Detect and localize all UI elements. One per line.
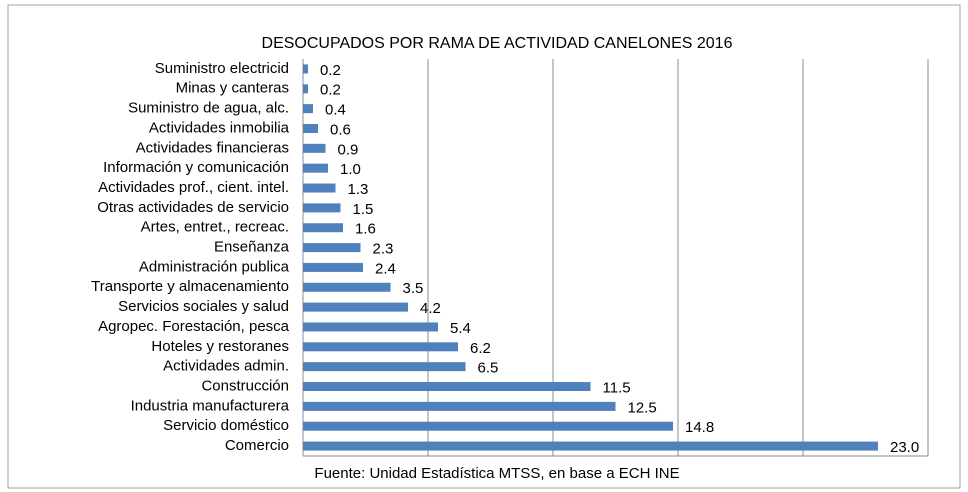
bar	[303, 123, 318, 133]
y-tick-label: Minas y canteras	[176, 80, 289, 97]
data-label: 0.6	[330, 121, 351, 138]
bar	[303, 401, 616, 411]
bar	[303, 441, 878, 451]
bar	[303, 163, 328, 173]
data-label: 1.0	[340, 161, 361, 178]
data-label: 6.5	[478, 360, 499, 377]
bar	[303, 382, 591, 392]
y-tick-label: Artes, entret., recreac.	[141, 219, 289, 236]
y-tick-label: Construcción	[201, 377, 289, 394]
bar	[303, 223, 343, 233]
bar	[303, 183, 336, 193]
y-tick-label: Actividades prof., cient. intel.	[98, 179, 289, 196]
data-label: 1.5	[353, 201, 374, 218]
bar	[303, 421, 673, 431]
y-tick-label: Industria manufacturera	[131, 397, 290, 414]
bar	[303, 104, 313, 114]
data-label: 14.8	[685, 419, 714, 436]
data-label: 0.4	[325, 102, 346, 119]
bar	[303, 282, 391, 292]
y-tick-label: Administración publica	[139, 258, 290, 275]
data-label: 5.4	[450, 320, 471, 337]
y-tick-label: Transporte y almacenamiento	[91, 278, 289, 295]
y-tick-label: Información y comunicación	[103, 159, 289, 176]
data-label: 12.5	[628, 399, 657, 416]
data-label: 4.2	[420, 300, 441, 317]
bar	[303, 302, 408, 312]
bar	[303, 84, 308, 94]
data-label: 0.2	[320, 62, 341, 79]
y-tick-label: Otras actividades de servicio	[97, 199, 289, 216]
bar	[303, 322, 438, 332]
data-label: 2.3	[373, 241, 394, 258]
chart-title: DESOCUPADOS POR RAMA DE ACTIVIDAD CANELO…	[262, 35, 733, 52]
y-tick-label: Enseñanza	[214, 239, 290, 256]
chart-frame	[7, 4, 961, 489]
data-label: 23.0	[890, 439, 919, 456]
y-tick-label: Servicio doméstico	[163, 417, 289, 434]
data-label: 6.2	[470, 340, 491, 357]
bar	[303, 262, 363, 272]
data-label: 2.4	[375, 260, 396, 277]
bar	[303, 243, 361, 253]
bar	[303, 143, 326, 153]
source-note: Fuente: Unidad Estadística MTSS, en base…	[314, 465, 679, 482]
data-label: 11.5	[603, 379, 631, 396]
data-label: 1.6	[355, 221, 376, 238]
y-tick-label: Actividades financieras	[136, 139, 289, 156]
y-tick-label: Hoteles y restoranes	[151, 338, 289, 355]
data-label: 0.9	[338, 141, 359, 158]
bar	[303, 203, 341, 213]
y-tick-label: Actividades inmobilia	[149, 119, 290, 136]
y-tick-label: Agropec. Forestación, pesca	[98, 318, 290, 335]
bar	[303, 342, 458, 352]
y-tick-label: Suministro de agua, alc.	[128, 100, 289, 117]
data-label: 0.2	[320, 82, 341, 99]
bar	[303, 64, 308, 74]
y-tick-label: Suministro electricid	[155, 60, 289, 77]
data-label: 3.5	[403, 280, 424, 297]
y-tick-label: Servicios sociales y salud	[118, 298, 289, 315]
y-tick-label: Comercio	[225, 437, 289, 454]
data-label: 1.3	[348, 181, 369, 198]
bar	[303, 362, 466, 372]
y-tick-label: Actividades admin.	[163, 358, 289, 375]
